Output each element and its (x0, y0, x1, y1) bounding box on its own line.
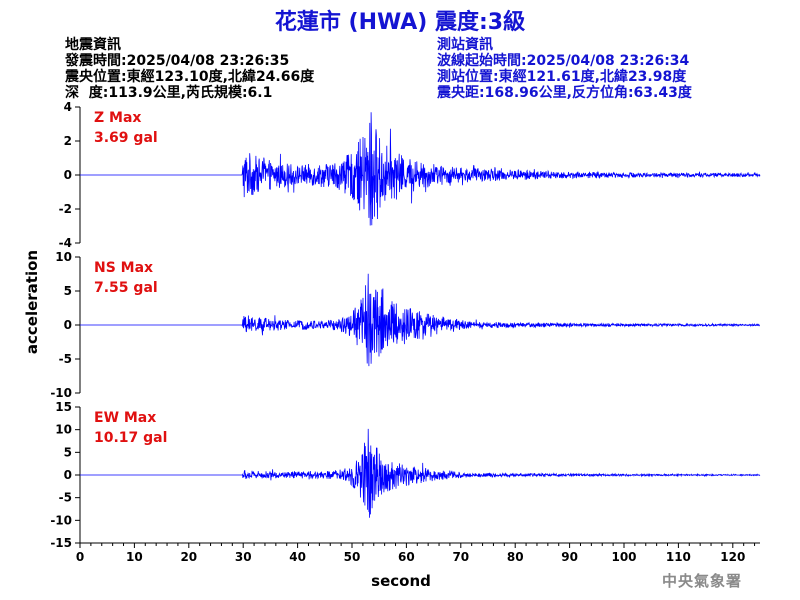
station-location: 測站位置:東經121.61度,北緯23.98度 (437, 68, 687, 85)
x-tick-label: 20 (180, 550, 197, 564)
x-tick-label: 100 (611, 550, 636, 564)
station-info: 測站資訊 波線起始時間:2025/04/08 23:26:34 測站位置:東經1… (436, 36, 693, 101)
y-tick-label: -2 (59, 202, 72, 216)
max-label-ns: NS Max (94, 260, 153, 276)
x-tick-label: 90 (561, 550, 578, 564)
x-tick-label: 120 (720, 550, 745, 564)
y-tick-label: 5 (64, 284, 72, 298)
y-tick-label: -5 (59, 352, 72, 366)
station-wave-onset: 波線起始時間:2025/04/08 23:26:34 (437, 52, 690, 69)
agency-label: 中央氣象署 (662, 572, 742, 590)
y-tick-label: 2 (64, 134, 72, 148)
event-info-heading: 地震資訊 (65, 36, 121, 53)
max-value-ns: 7.55 gal (94, 280, 158, 296)
y-tick-label: 10 (55, 423, 72, 437)
station-distance-azimuth: 震央距:168.96公里,反方位角:63.43度 (436, 84, 693, 101)
y-tick-label: 0 (64, 468, 72, 482)
y-tick-label: 0 (64, 318, 72, 332)
x-tick-label: 40 (289, 550, 306, 564)
trace-ns (80, 273, 761, 367)
x-tick-label: 0 (76, 550, 84, 564)
y-tick-label: 10 (55, 250, 72, 264)
trace-ew (80, 428, 761, 518)
y-tick-label: 5 (64, 445, 72, 459)
panel-ns: -10 -5 0 5 10 NS Max 7.55 gal (50, 250, 761, 400)
event-epicenter: 震央位置:東經123.10度,北緯24.66度 (64, 68, 315, 85)
max-label-z: Z Max (94, 110, 141, 126)
y-tick-label: 15 (55, 400, 72, 414)
x-tick-label: 80 (507, 550, 524, 564)
x-tick-label: 10 (126, 550, 143, 564)
panel-ew: -15 -10 -5 0 5 10 15 EW Max 10.17 gal (50, 400, 761, 550)
y-tick-label: 0 (64, 168, 72, 182)
y-tick-label: -15 (50, 536, 72, 550)
x-tick-label: 110 (666, 550, 691, 564)
seismogram-panels: -4 -2 0 2 4 Z Max 3.69 gal -10 -5 0 5 10 NS Max 7.55 … (50, 100, 761, 550)
x-tick-label: 70 (452, 550, 469, 564)
y-tick-label: 4 (64, 100, 72, 114)
x-tick-label: 50 (344, 550, 361, 564)
y-axis-label: acceleration (23, 250, 41, 354)
chart-title: 花蓮市 (HWA) 震度:3級 (275, 9, 525, 35)
event-origin-time: 發震時間:2025/04/08 23:26:35 (64, 52, 289, 69)
event-info: 地震資訊 發震時間:2025/04/08 23:26:35 震央位置:東經123… (64, 36, 315, 101)
x-axis-label: second (371, 572, 431, 590)
panel-z: -4 -2 0 2 4 Z Max 3.69 gal (59, 100, 761, 250)
trace-z (80, 112, 761, 226)
max-label-ew: EW Max (94, 410, 156, 426)
event-depth-magnitude: 深 度:113.9公里,芮氏規模:6.1 (65, 84, 272, 101)
y-tick-label: -4 (59, 236, 72, 250)
y-tick-label: -10 (50, 386, 72, 400)
y-tick-label: -10 (50, 513, 72, 527)
max-value-z: 3.69 gal (94, 130, 158, 146)
x-axis: 0 10 20 30 40 50 60 70 80 90 100 110 120 (76, 542, 760, 564)
y-tick-label: -5 (59, 491, 72, 505)
station-info-heading: 測站資訊 (437, 36, 493, 53)
x-tick-label: 60 (398, 550, 415, 564)
x-tick-label: 30 (235, 550, 252, 564)
max-value-ew: 10.17 gal (94, 430, 167, 446)
